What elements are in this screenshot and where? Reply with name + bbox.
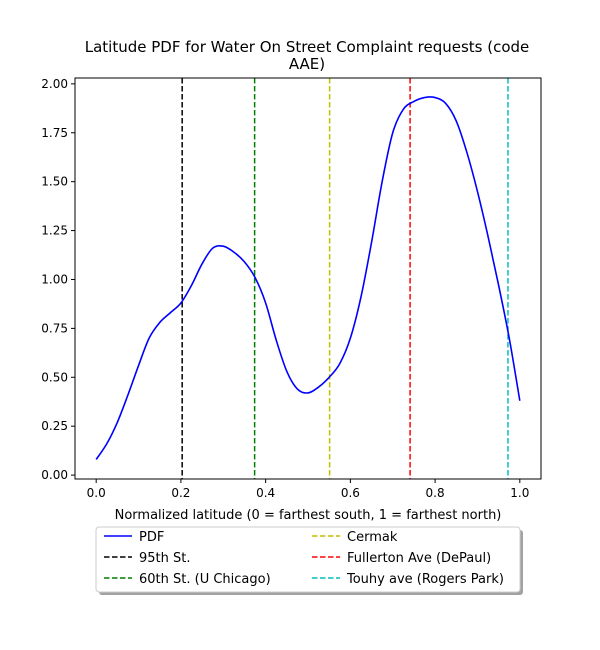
legend-label-0: PDF xyxy=(139,530,164,545)
y-tick-label-0: 0.00 xyxy=(41,468,68,482)
x-tick-label-4: 0.8 xyxy=(426,486,445,500)
x-tick-label-2: 0.4 xyxy=(256,486,275,500)
x-tick-label-0: 0.0 xyxy=(87,486,106,500)
x-tick-label-1: 0.2 xyxy=(171,486,190,500)
y-tick-label-8: 2.00 xyxy=(41,77,68,91)
y-tick-label-6: 1.50 xyxy=(41,175,68,189)
legend-label-4: Fullerton Ave (DePaul) xyxy=(347,551,491,566)
x-tick-label-5: 1.0 xyxy=(510,486,529,500)
chart-title-line-1: Latitude PDF for Water On Street Complai… xyxy=(85,38,530,56)
legend-entries: PDF 95th St. 60th St. (U Chicago) Cermak Ful… xyxy=(104,530,504,587)
y-tick-label-3: 0.75 xyxy=(41,321,68,335)
y-axis: 0.00 0.25 0.50 0.75 1.00 1.25 1.50 1.75 2.00 xyxy=(41,77,75,482)
legend: PDF 95th St. 60th St. (U Chicago) Cermak Ful… xyxy=(95,526,523,595)
plot-area xyxy=(95,78,521,479)
chart-title-line-2: AAE) xyxy=(289,55,325,73)
y-tick-label-1: 0.25 xyxy=(41,419,68,433)
legend-label-5: Touhy ave (Rogers Park) xyxy=(346,572,504,587)
y-tick-label-7: 1.75 xyxy=(41,126,68,140)
legend-label-1: 95th St. xyxy=(139,551,191,566)
y-tick-label-4: 1.00 xyxy=(41,272,68,286)
y-tick-label-5: 1.25 xyxy=(41,224,68,238)
plot-frame xyxy=(74,77,542,480)
y-tick-label-2: 0.50 xyxy=(41,370,68,384)
x-tick-label-3: 0.6 xyxy=(341,486,360,500)
legend-box xyxy=(95,526,521,593)
x-axis: 0.0 0.2 0.4 0.6 0.8 1.0 xyxy=(87,479,529,500)
series-line-0 xyxy=(95,96,521,460)
legend-label-3: Cermak xyxy=(347,530,398,545)
x-axis-label: Normalized latitude (0 = farthest south,… xyxy=(115,508,502,523)
legend-label-2: 60th St. (U Chicago) xyxy=(139,572,271,587)
